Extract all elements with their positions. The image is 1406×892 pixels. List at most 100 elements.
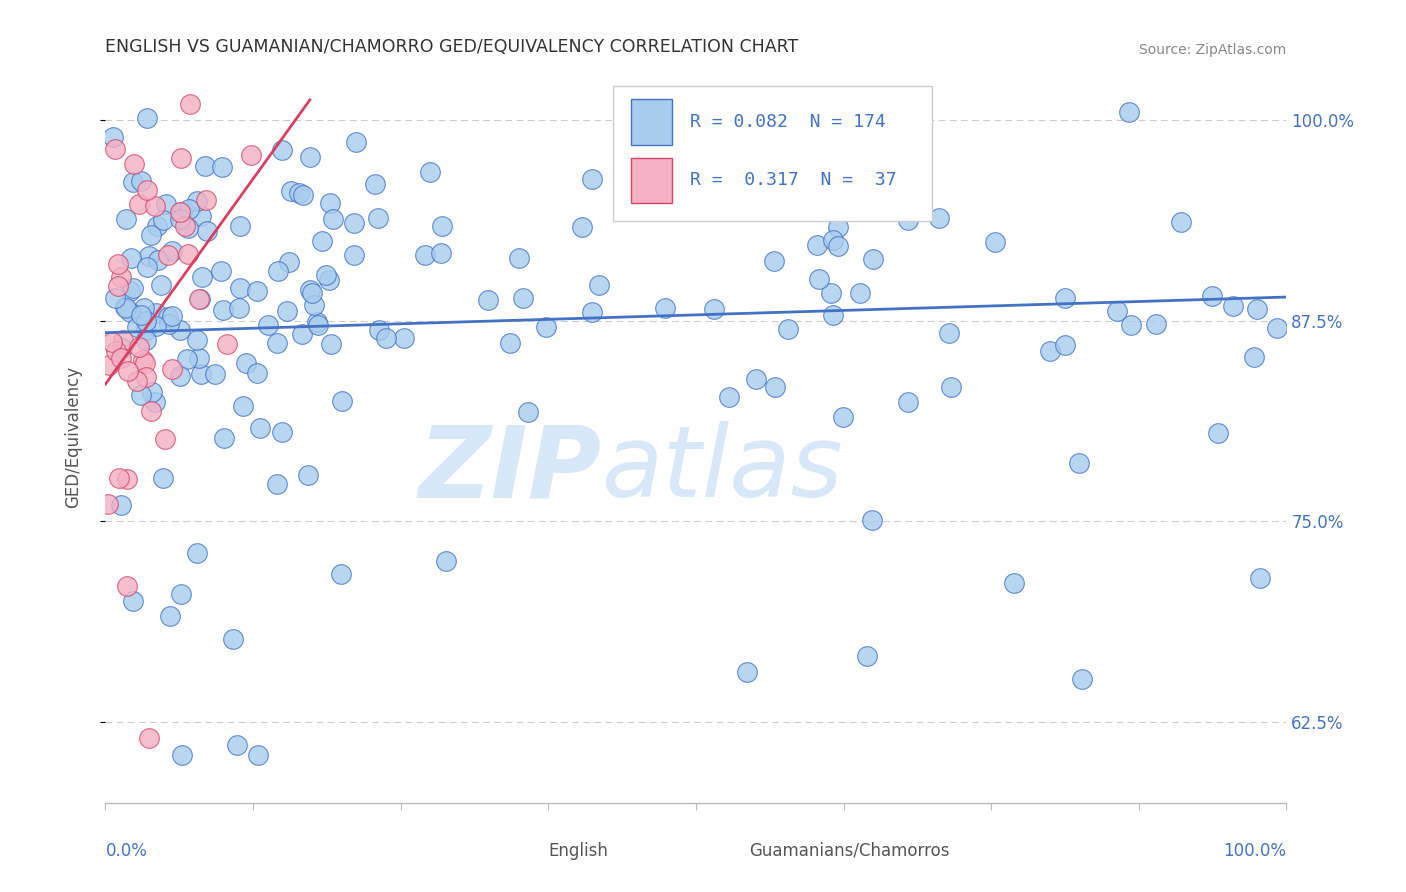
Point <box>291 188 314 202</box>
Point <box>215 337 238 351</box>
Point <box>321 336 343 351</box>
Point <box>135 370 157 384</box>
Point <box>367 211 389 225</box>
Point <box>128 339 150 353</box>
Point <box>581 172 603 186</box>
Text: R =  0.317  N =  37: R = 0.317 N = 37 <box>690 171 897 189</box>
Point <box>149 278 172 293</box>
Point <box>534 320 557 334</box>
Point <box>820 286 842 301</box>
Point <box>157 310 180 325</box>
Point <box>772 204 794 219</box>
Point <box>311 234 333 248</box>
Point <box>890 178 912 192</box>
Point <box>139 404 162 418</box>
Point <box>288 186 311 200</box>
Point <box>249 421 271 435</box>
Point <box>135 323 157 337</box>
Point <box>862 252 884 266</box>
Point <box>138 731 160 746</box>
Point <box>190 367 212 381</box>
Point <box>187 293 209 307</box>
Point <box>319 196 342 211</box>
Point <box>146 253 169 268</box>
Point <box>125 374 148 388</box>
Point <box>186 334 208 348</box>
Point <box>1105 303 1128 318</box>
Point <box>117 579 139 593</box>
Point <box>157 248 180 262</box>
Point <box>122 157 145 171</box>
Point <box>186 194 208 209</box>
Point <box>247 747 270 762</box>
Point <box>477 293 499 307</box>
Point <box>1170 215 1192 229</box>
Point <box>118 285 141 299</box>
Point <box>581 304 603 318</box>
Point <box>778 322 800 336</box>
Point <box>1039 343 1062 358</box>
Point <box>177 220 200 235</box>
Point <box>169 205 191 219</box>
Text: ZIP: ZIP <box>419 422 602 518</box>
Point <box>318 272 340 286</box>
Point <box>1002 576 1025 591</box>
Point <box>174 219 197 233</box>
Point <box>212 431 235 445</box>
Point <box>703 301 725 316</box>
Point <box>703 148 725 162</box>
Point <box>298 283 321 297</box>
Point <box>194 159 217 173</box>
Point <box>1054 338 1077 352</box>
Point <box>112 333 135 347</box>
Point <box>322 212 344 227</box>
Text: 100.0%: 100.0% <box>1223 842 1286 860</box>
Point <box>152 471 174 485</box>
Point <box>129 388 152 402</box>
Point <box>1118 104 1140 119</box>
Point <box>765 380 787 394</box>
Point <box>897 213 920 227</box>
Point <box>879 188 901 202</box>
Point <box>512 291 534 305</box>
Point <box>195 224 218 238</box>
Point <box>301 285 323 300</box>
Point <box>122 175 145 189</box>
Text: R = 0.082  N = 174: R = 0.082 N = 174 <box>690 112 886 131</box>
Point <box>368 323 391 337</box>
Point <box>343 215 366 229</box>
Point <box>1243 350 1265 364</box>
Point <box>860 512 883 526</box>
Point <box>928 211 950 226</box>
Point <box>153 432 176 446</box>
Point <box>179 96 201 111</box>
Point <box>132 301 155 315</box>
Point <box>209 263 232 277</box>
Point <box>136 260 159 275</box>
Point <box>1070 672 1092 686</box>
Point <box>138 249 160 263</box>
Point <box>419 165 441 179</box>
Point <box>270 143 292 157</box>
Point <box>107 471 129 485</box>
Point <box>1246 302 1268 317</box>
Point <box>229 219 252 233</box>
Point <box>430 246 453 260</box>
Point <box>821 234 844 248</box>
Point <box>246 284 269 298</box>
Point <box>188 292 211 306</box>
Point <box>297 467 319 482</box>
Point <box>228 281 250 295</box>
Point <box>266 476 288 491</box>
Point <box>146 219 169 233</box>
Point <box>571 219 593 234</box>
Point <box>135 314 157 328</box>
Point <box>1208 425 1230 440</box>
Point <box>671 178 693 192</box>
Point <box>139 227 162 242</box>
Point <box>226 738 249 752</box>
Point <box>394 331 416 345</box>
Point <box>212 303 235 318</box>
Point <box>332 394 354 409</box>
Y-axis label: GED/Equivalency: GED/Equivalency <box>63 366 82 508</box>
